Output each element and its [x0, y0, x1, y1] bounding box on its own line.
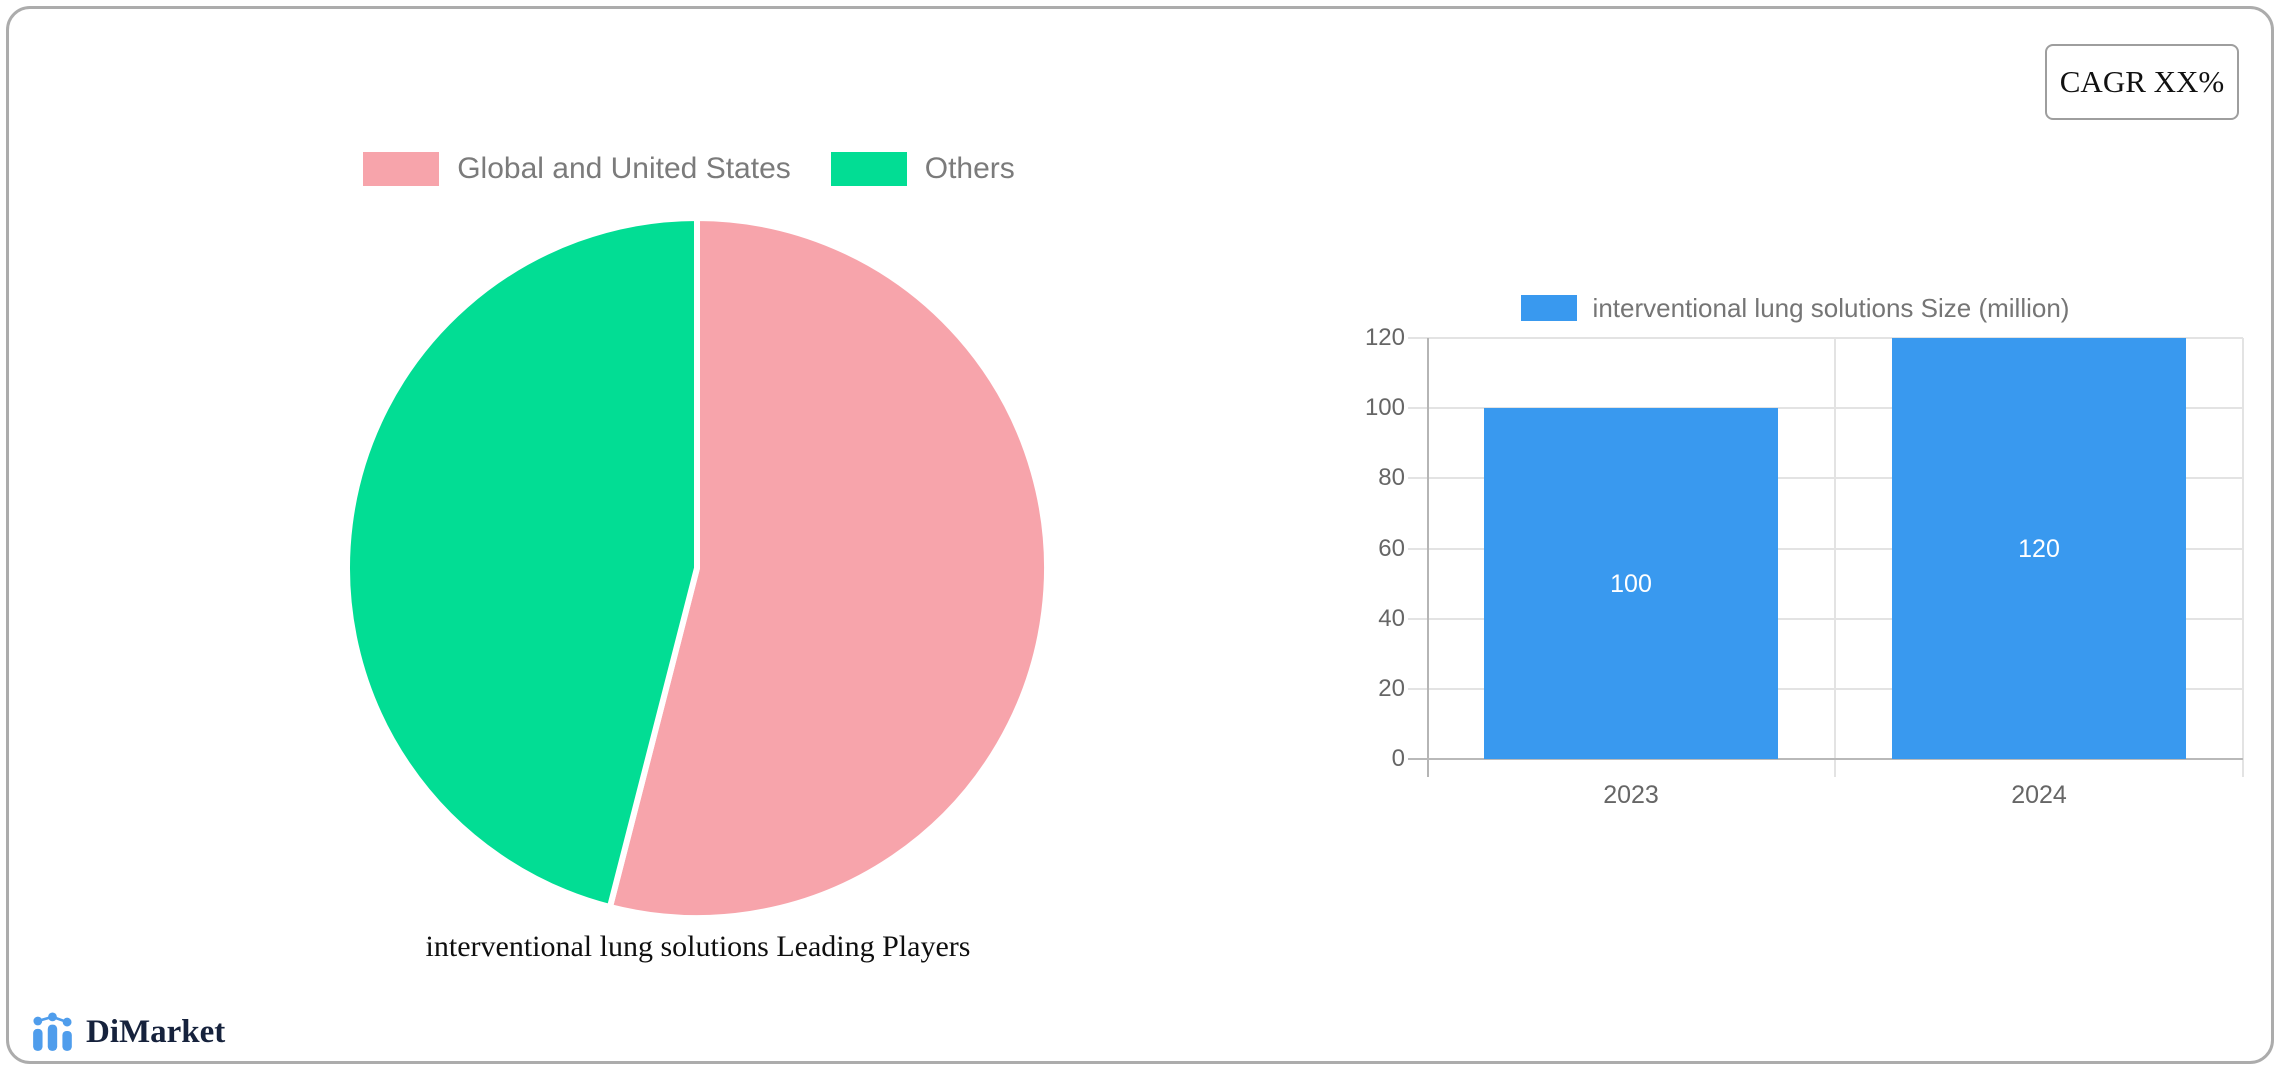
bar-legend-label[interactable]: interventional lung solutions Size (mill… — [1592, 292, 2070, 323]
pie-chart-title: interventional lung solutions Leading Pl… — [425, 930, 971, 963]
cagr-label: CAGR XX% — [2059, 64, 2225, 99]
y-tick-100 — [1408, 407, 1427, 410]
bar-legend-swatch[interactable] — [1520, 295, 1577, 321]
pie-legend-swatch-others[interactable] — [830, 152, 907, 186]
dimarket-logo: DiMarket — [30, 1006, 225, 1058]
pie-slice-1[interactable] — [344, 215, 700, 910]
bar-value-label-2023: 100 — [1610, 569, 1652, 598]
y-tick-label-40: 40 — [1378, 604, 1405, 632]
bar-2023[interactable] — [1484, 408, 1778, 759]
y-tick-label-120: 120 — [1364, 324, 1405, 351]
x-tick-label-2024: 2024 — [2011, 781, 2067, 809]
bar-chart-plot-area: 0 20 40 60 80 100 120 100 2023 120 2024 — [1365, 325, 2244, 809]
y-tick-label-80: 80 — [1378, 464, 1405, 492]
y-tick-20 — [1408, 687, 1427, 690]
pie-legend: Global and United States Others — [300, 148, 1100, 190]
x-axis — [1408, 758, 2243, 760]
bar-2024[interactable] — [1892, 338, 2186, 759]
y-tick-40 — [1408, 617, 1427, 620]
bar-value-label-2024: 120 — [2018, 534, 2060, 563]
bar-legend: interventional lung solutions Size (mill… — [1340, 292, 2250, 324]
category-boundary-line-1 — [2242, 338, 2244, 777]
pie-slice-0[interactable] — [606, 215, 1050, 921]
pie-legend-swatch-global[interactable] — [363, 152, 440, 186]
x-tick-label-2023: 2023 — [1603, 781, 1659, 809]
dimarket-logo-text: DiMarket — [86, 1013, 226, 1050]
dimarket-logo-icon — [33, 1012, 72, 1051]
pie-chart — [344, 215, 1050, 921]
y-tick-label-20: 20 — [1378, 674, 1405, 702]
y-tick-80 — [1408, 477, 1427, 480]
pie-legend-label-global[interactable]: Global and United States — [457, 152, 791, 185]
category-boundary-line-0 — [1834, 338, 1836, 777]
y-tick-label-0: 0 — [1391, 745, 1405, 772]
y-tick-label-100: 100 — [1364, 394, 1405, 422]
pie-legend-label-others[interactable]: Others — [924, 152, 1015, 185]
y-tick-60 — [1408, 547, 1427, 550]
y-axis — [1427, 338, 1429, 777]
y-tick-label-60: 60 — [1378, 534, 1405, 562]
y-tick-120 — [1408, 337, 1427, 339]
cagr-badge: CAGR XX% — [2045, 44, 2239, 120]
